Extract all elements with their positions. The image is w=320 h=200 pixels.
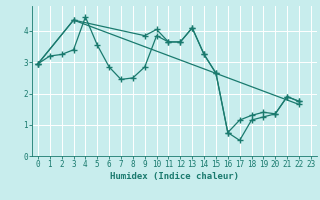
X-axis label: Humidex (Indice chaleur): Humidex (Indice chaleur): [110, 172, 239, 181]
